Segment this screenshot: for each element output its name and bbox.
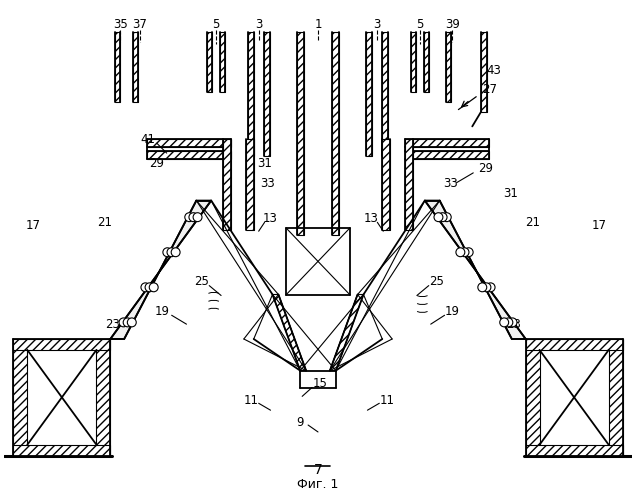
Polygon shape [526,339,539,456]
Circle shape [123,318,132,327]
Polygon shape [220,32,225,92]
Polygon shape [297,32,304,235]
Polygon shape [147,139,231,147]
Text: Фиг. 1: Фиг. 1 [297,478,339,491]
Circle shape [500,318,509,327]
Polygon shape [13,339,110,350]
Text: 17: 17 [591,219,606,232]
Polygon shape [110,200,211,339]
Polygon shape [382,139,391,230]
Circle shape [163,248,172,256]
Text: 11: 11 [380,394,395,407]
Polygon shape [13,339,27,456]
Polygon shape [248,32,254,156]
Text: 31: 31 [504,187,518,200]
Circle shape [189,212,198,222]
Text: 29: 29 [479,162,494,175]
Text: 25: 25 [429,275,444,288]
Text: 15: 15 [312,377,328,390]
Circle shape [482,283,491,292]
Polygon shape [411,32,416,92]
Text: 17: 17 [25,219,41,232]
Polygon shape [97,339,110,456]
Circle shape [438,212,447,222]
Circle shape [149,283,158,292]
Circle shape [460,248,469,256]
Text: 3: 3 [373,18,381,31]
Text: 1: 1 [314,18,322,31]
Circle shape [119,318,128,327]
Circle shape [185,212,194,222]
Polygon shape [526,445,623,456]
Text: 3: 3 [255,18,263,31]
Polygon shape [245,139,254,230]
Circle shape [171,248,180,256]
Polygon shape [223,139,231,230]
Text: 7: 7 [314,462,322,476]
Text: 37: 37 [132,18,148,31]
Circle shape [442,212,451,222]
Circle shape [145,283,154,292]
Polygon shape [207,32,212,92]
Text: 21: 21 [525,216,540,229]
Circle shape [434,212,443,222]
Polygon shape [424,32,429,92]
Text: 27: 27 [483,84,497,96]
Polygon shape [366,32,373,156]
Circle shape [167,248,176,256]
Text: 5: 5 [212,18,220,31]
Circle shape [141,283,150,292]
Polygon shape [446,32,450,102]
Polygon shape [330,294,364,370]
Polygon shape [609,339,623,456]
Polygon shape [481,32,487,112]
Text: 43: 43 [487,64,501,76]
Text: 5: 5 [416,18,424,31]
Text: 31: 31 [257,158,272,170]
Circle shape [504,318,513,327]
Text: 35: 35 [113,18,128,31]
Text: 39: 39 [445,18,460,31]
Text: 33: 33 [260,177,275,190]
Circle shape [478,283,487,292]
Text: 13: 13 [364,212,379,225]
Circle shape [486,283,495,292]
Text: 23: 23 [506,318,522,330]
Polygon shape [405,151,489,159]
Text: 11: 11 [243,394,258,407]
Polygon shape [425,200,526,339]
Circle shape [456,248,465,256]
Polygon shape [272,294,306,370]
Polygon shape [133,32,138,102]
Text: 9: 9 [296,416,304,428]
Text: 33: 33 [443,177,458,190]
Circle shape [508,318,517,327]
Polygon shape [382,32,388,156]
Circle shape [193,212,202,222]
Polygon shape [263,32,270,156]
Text: 29: 29 [149,158,164,170]
Polygon shape [526,339,623,350]
Polygon shape [147,151,231,159]
Text: 41: 41 [141,132,155,145]
Text: 13: 13 [263,212,278,225]
Text: 21: 21 [97,216,112,229]
Polygon shape [405,139,489,147]
Polygon shape [13,445,110,456]
Polygon shape [405,139,413,230]
Text: 19: 19 [155,305,169,318]
Polygon shape [332,32,339,235]
Circle shape [464,248,473,256]
Polygon shape [115,32,120,102]
Text: 23: 23 [105,318,120,330]
Circle shape [127,318,136,327]
Text: 25: 25 [194,275,209,288]
Text: 19: 19 [445,305,460,318]
